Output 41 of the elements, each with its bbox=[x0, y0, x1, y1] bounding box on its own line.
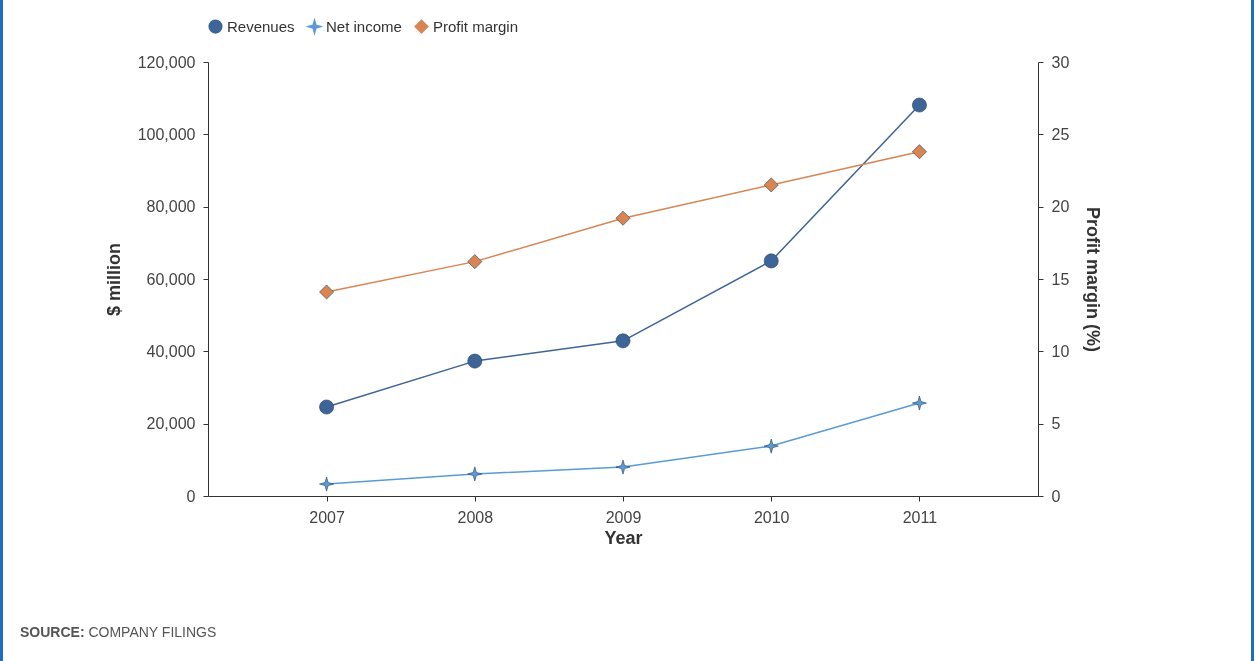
point bbox=[615, 210, 631, 226]
point bbox=[319, 399, 334, 415]
y-tick-label: 80,000 bbox=[146, 198, 196, 216]
point bbox=[319, 284, 334, 300]
point bbox=[912, 395, 927, 411]
point bbox=[319, 476, 334, 492]
point bbox=[763, 438, 779, 454]
x-tick-label: 2008 bbox=[457, 508, 494, 526]
y2-axis-title: Profit margin (%) bbox=[1083, 206, 1104, 353]
x-axis-title: Year bbox=[604, 527, 643, 548]
point bbox=[615, 333, 631, 349]
point bbox=[912, 144, 927, 160]
point bbox=[615, 459, 631, 475]
point bbox=[467, 353, 483, 369]
y2-tick-label: 25 bbox=[1051, 125, 1070, 143]
y-tick-label: 20,000 bbox=[146, 415, 196, 433]
y-tick-label: 60,000 bbox=[146, 270, 196, 288]
legend-label: Profit margin bbox=[433, 17, 519, 35]
x-tick-label: 2011 bbox=[902, 508, 938, 526]
y2-tick-label: 5 bbox=[1051, 415, 1061, 433]
x-tick-label: 2009 bbox=[605, 508, 642, 526]
x-tick-label: 2010 bbox=[753, 508, 790, 526]
y-tick-label: 40,000 bbox=[146, 342, 196, 360]
y-tick-label: 0 bbox=[186, 487, 196, 505]
point bbox=[763, 253, 779, 269]
y2-tick-label: 10 bbox=[1051, 342, 1070, 360]
y2-tick-label: 30 bbox=[1051, 53, 1070, 71]
point bbox=[912, 97, 927, 113]
point bbox=[467, 254, 483, 270]
y2-tick-label: 0 bbox=[1051, 487, 1061, 505]
point bbox=[763, 177, 779, 193]
source-note: SOURCE: COMPANY FILINGS bbox=[20, 624, 217, 640]
y-axis-title: $ million bbox=[103, 242, 124, 317]
y2-tick-label: 15 bbox=[1051, 270, 1070, 288]
y-tick-label: 120,000 bbox=[137, 53, 196, 71]
legend-label: Revenues bbox=[227, 17, 295, 35]
y-tick-label: 100,000 bbox=[137, 125, 196, 143]
legend-label: Net income bbox=[326, 17, 402, 35]
point bbox=[467, 466, 483, 482]
x-tick-label: 2007 bbox=[309, 508, 345, 526]
y2-tick-label: 20 bbox=[1051, 198, 1070, 216]
